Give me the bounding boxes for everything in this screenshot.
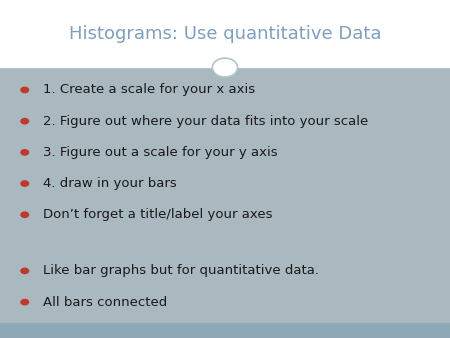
- Circle shape: [20, 299, 29, 306]
- Circle shape: [20, 211, 29, 218]
- Text: All bars connected: All bars connected: [43, 296, 167, 309]
- Circle shape: [20, 268, 29, 274]
- Circle shape: [20, 118, 29, 124]
- Circle shape: [20, 180, 29, 187]
- Circle shape: [20, 87, 29, 93]
- Text: 3. Figure out a scale for your y axis: 3. Figure out a scale for your y axis: [43, 146, 277, 159]
- Text: Don’t forget a title/label your axes: Don’t forget a title/label your axes: [43, 208, 272, 221]
- FancyBboxPatch shape: [0, 323, 450, 338]
- Text: 2. Figure out where your data fits into your scale: 2. Figure out where your data fits into …: [43, 115, 368, 128]
- Text: 1. Create a scale for your x axis: 1. Create a scale for your x axis: [43, 83, 255, 96]
- Circle shape: [212, 58, 238, 77]
- FancyBboxPatch shape: [0, 0, 450, 68]
- Text: Histograms: Use quantitative Data: Histograms: Use quantitative Data: [69, 25, 381, 43]
- FancyBboxPatch shape: [0, 68, 450, 323]
- Text: Like bar graphs but for quantitative data.: Like bar graphs but for quantitative dat…: [43, 264, 319, 277]
- Text: 4. draw in your bars: 4. draw in your bars: [43, 177, 176, 190]
- Circle shape: [20, 149, 29, 156]
